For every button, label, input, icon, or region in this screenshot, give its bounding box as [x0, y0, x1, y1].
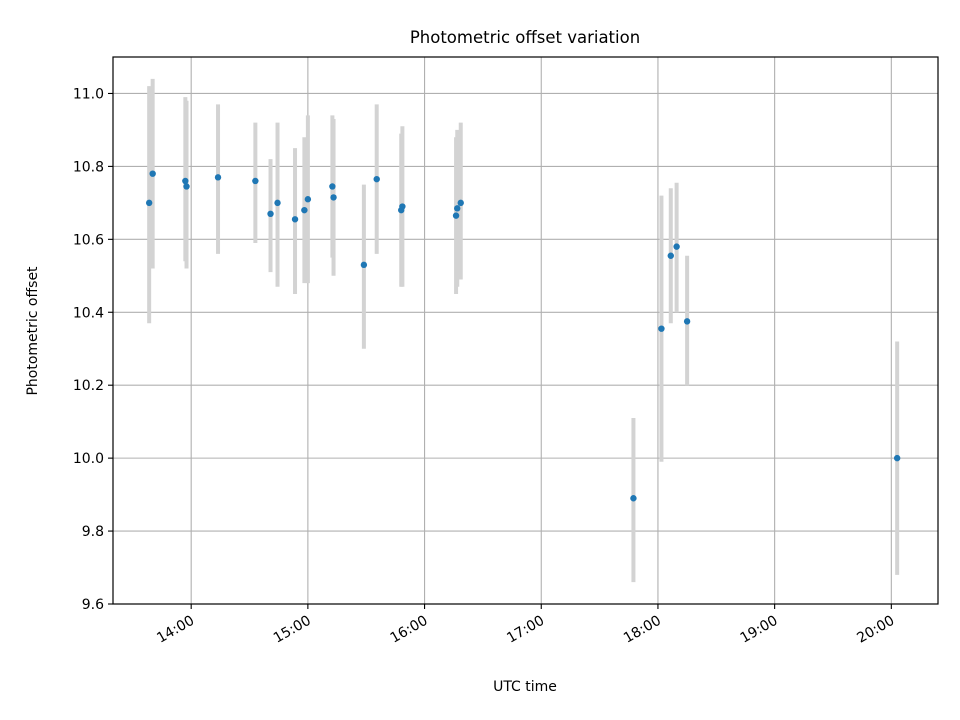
data-point [630, 495, 637, 502]
data-point [149, 170, 156, 177]
data-point [893, 454, 901, 462]
y-tick-label: 10.2 [73, 378, 104, 394]
data-point [304, 196, 312, 203]
y-tick-label: 10.0 [73, 451, 104, 467]
y-tick-label: 9.6 [82, 597, 104, 613]
y-tick-label: 10.4 [73, 305, 104, 321]
axes-frame [112, 56, 939, 605]
data-point [214, 174, 222, 181]
data-point [330, 194, 337, 201]
data-point [267, 210, 274, 218]
y-tick-label: 10.6 [73, 232, 104, 248]
data-point [454, 205, 461, 212]
data-point [673, 243, 680, 250]
grid-lines [113, 57, 938, 605]
data-point [291, 216, 299, 223]
data-point [182, 177, 189, 185]
data-point [329, 183, 336, 190]
data-point [252, 177, 259, 185]
data-point [399, 203, 406, 210]
data-point [373, 175, 380, 183]
data-point [183, 183, 190, 190]
data-point [457, 199, 464, 207]
data-point [301, 206, 308, 214]
y-tick-label: 11.0 [73, 86, 104, 102]
data-point [667, 252, 674, 259]
data-points [145, 170, 901, 502]
data-point [452, 212, 460, 219]
data-point [658, 325, 665, 332]
y-tick-label: 10.8 [73, 159, 104, 175]
x-axis-label: UTC time [493, 679, 557, 695]
data-point [145, 199, 153, 207]
data-point [360, 261, 368, 269]
chart-title: Photometric offset variation [410, 28, 640, 47]
data-point [274, 199, 281, 207]
y-tick-label: 9.8 [82, 524, 104, 540]
data-point [683, 318, 691, 325]
y-axis-label: Photometric offset [25, 266, 41, 396]
